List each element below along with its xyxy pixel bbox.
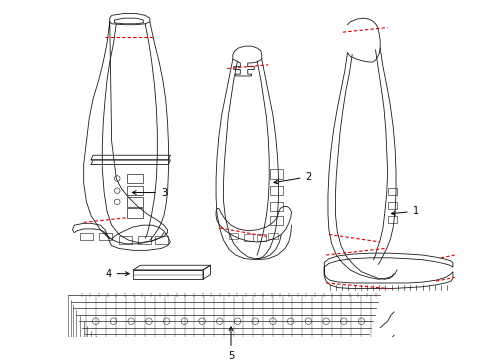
Bar — [269, 186, 283, 195]
Text: 1: 1 — [391, 206, 418, 216]
Bar — [80, 233, 93, 240]
Bar — [387, 202, 396, 209]
Text: 4: 4 — [105, 269, 129, 279]
Text: 3: 3 — [132, 188, 167, 198]
Bar — [257, 234, 266, 241]
Bar — [154, 237, 167, 244]
Bar — [244, 234, 253, 241]
Bar — [387, 188, 396, 195]
Bar — [387, 216, 396, 223]
Bar — [126, 197, 143, 207]
Bar — [229, 233, 238, 239]
Bar — [269, 169, 283, 179]
Text: 2: 2 — [273, 172, 311, 184]
Bar — [138, 237, 150, 244]
Bar — [269, 202, 283, 211]
Bar — [119, 237, 132, 244]
Bar — [126, 208, 143, 218]
Bar — [126, 174, 143, 183]
Bar — [126, 186, 143, 195]
Bar — [99, 233, 111, 240]
Text: 5: 5 — [227, 327, 234, 360]
Bar — [269, 216, 283, 225]
Bar — [268, 233, 277, 239]
